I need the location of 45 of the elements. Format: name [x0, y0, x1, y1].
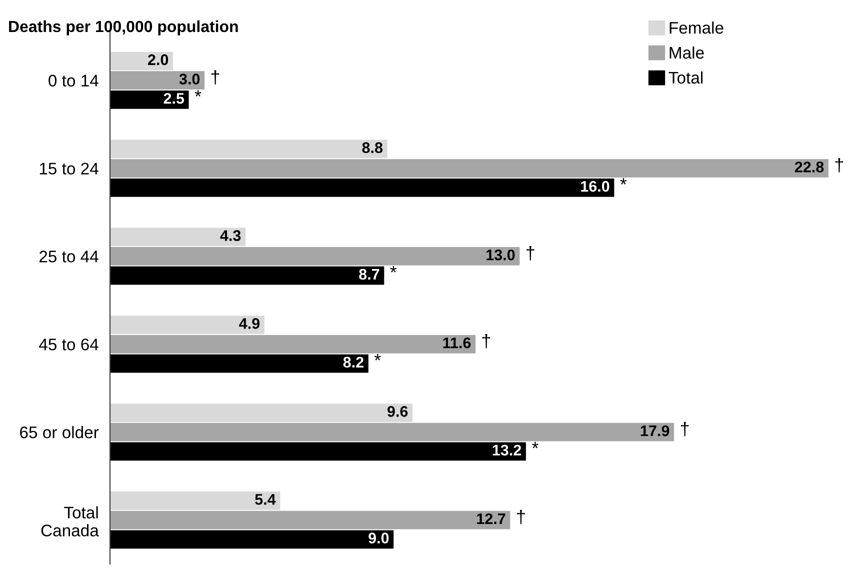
chart-title: Deaths per 100,000 population — [9, 20, 238, 36]
data-label: 2.0 — [148, 54, 168, 66]
bar — [110, 334, 476, 354]
y-tick-label: 65 or older — [20, 426, 99, 438]
y-tick-label: 45 to 64 — [39, 338, 98, 350]
data-label: 9.6 — [387, 406, 408, 417]
data-label: 4.3 — [220, 230, 241, 242]
bar — [110, 266, 384, 285]
data-label: 12.7 † — [477, 510, 525, 524]
y-tick-label: 25 to 44 — [39, 250, 98, 262]
legend-label: Male — [670, 46, 704, 59]
data-label: 13.0 † — [486, 246, 534, 260]
y-tick-label: Total Canada — [41, 506, 99, 536]
bar — [110, 422, 674, 442]
data-label: 17.9 † — [640, 422, 689, 436]
legend-label: Female — [670, 21, 724, 34]
data-label: 8.8 — [362, 142, 383, 154]
bar — [110, 178, 614, 197]
data-label: 4.9 — [239, 318, 260, 329]
bar — [110, 90, 189, 109]
data-label: 8.2 * — [343, 354, 381, 368]
y-tick-label: 0 to 14 — [48, 74, 98, 87]
data-label: 5.4 — [255, 494, 276, 505]
data-label: 2.5 * — [164, 90, 202, 104]
data-label: 8.7 * — [359, 266, 397, 280]
bar — [110, 247, 520, 266]
bar — [110, 510, 510, 530]
bar — [110, 140, 388, 158]
bar — [110, 316, 264, 334]
bar — [110, 404, 413, 422]
legend-label: Total — [668, 71, 703, 84]
data-label: 16.0 * — [581, 178, 627, 192]
bar — [110, 159, 828, 178]
data-label: 22.8 † — [794, 158, 844, 172]
bar — [110, 530, 394, 549]
data-label: 11.6 † — [443, 334, 490, 348]
bar — [110, 492, 280, 510]
bar — [110, 228, 246, 246]
bar — [110, 354, 368, 373]
y-tick-label: 15 to 24 — [40, 162, 98, 174]
bar — [110, 71, 205, 90]
data-label: 3.0 † — [179, 70, 220, 84]
data-label: 9.0 — [368, 532, 389, 544]
bar — [110, 442, 526, 461]
data-label: 13.2 * — [492, 442, 538, 456]
